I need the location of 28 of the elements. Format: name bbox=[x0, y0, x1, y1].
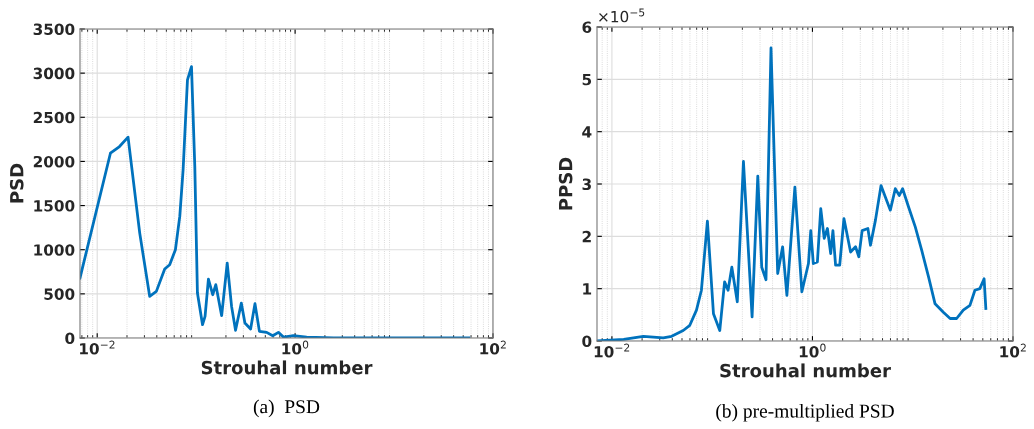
x-tick-label: 10$^{0}$ bbox=[799, 343, 826, 358]
x-axis-title: Strouhal number bbox=[720, 363, 891, 378]
x-tick-label: 10$^{0}$ bbox=[282, 340, 309, 355]
y-tick-label: 2000 bbox=[33, 155, 75, 168]
y-tick-label: 1 bbox=[583, 283, 592, 295]
y-tick-label: 3 bbox=[582, 178, 591, 191]
x-tick-label: 10$^{−2}$ bbox=[594, 343, 630, 358]
y-tick-label: 3500 bbox=[33, 23, 75, 36]
text: ×10$^{−5}$ bbox=[599, 8, 645, 23]
y-tick-label: 1000 bbox=[34, 244, 75, 256]
y-tick-label: 0 bbox=[582, 335, 592, 348]
y-tick-label: 2 bbox=[582, 230, 591, 243]
x-tick-label: 10$^{2}$ bbox=[1000, 343, 1026, 358]
y-tick-label: 3000 bbox=[33, 67, 75, 80]
y-tick-label: 2500 bbox=[33, 111, 75, 124]
y-tick-label: 6 bbox=[582, 21, 592, 34]
x-tick-label: 10$^{2}$ bbox=[480, 340, 506, 355]
y-axis-title: PPSD bbox=[558, 157, 573, 210]
y-tick-label: 0 bbox=[65, 332, 75, 345]
text: (b) pre-multiplied PSD bbox=[716, 403, 894, 422]
y-tick-label: 5 bbox=[582, 74, 592, 86]
x-axis-title: Strouhal number bbox=[201, 360, 373, 375]
y-tick-label: 1500 bbox=[34, 200, 75, 212]
x-tick-label: 10$^{−2}$ bbox=[80, 340, 115, 355]
text: (a) PSD bbox=[253, 399, 320, 418]
y-tick-label: 4 bbox=[582, 126, 592, 138]
y-axis-title: PSD bbox=[9, 163, 24, 203]
y-tick-label: 500 bbox=[44, 288, 75, 300]
